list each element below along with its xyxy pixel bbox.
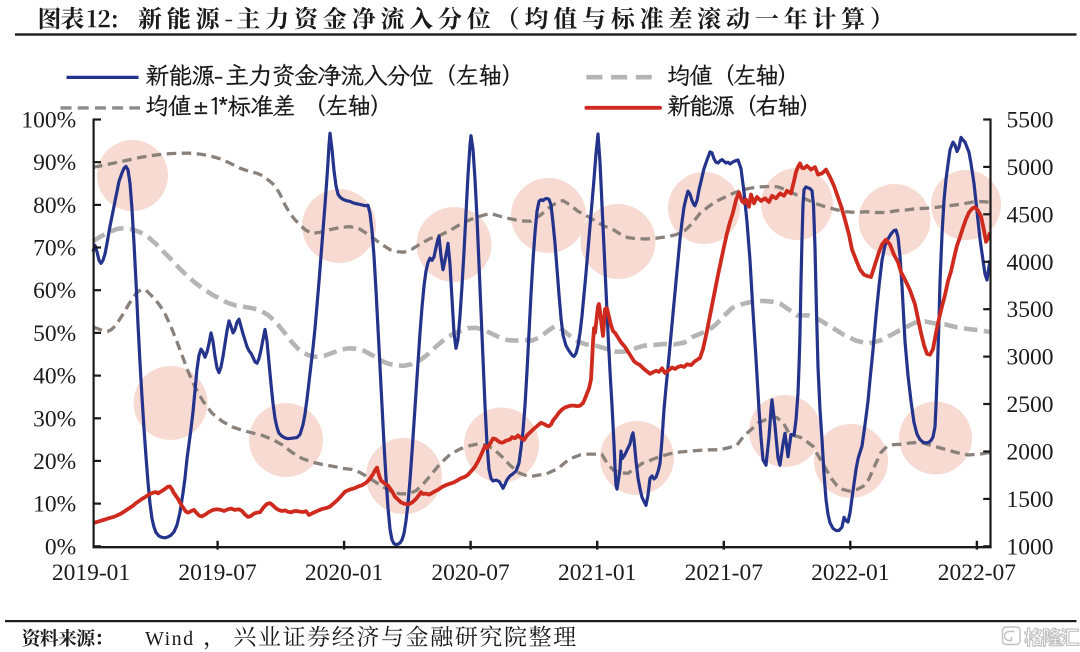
svg-text:0%: 0% (45, 534, 76, 560)
svg-text:3500: 3500 (1007, 297, 1054, 323)
svg-text:Wind: Wind (145, 628, 195, 650)
svg-text:70%: 70% (33, 236, 76, 262)
svg-text:4000: 4000 (1007, 250, 1054, 276)
svg-text:2020-01: 2020-01 (305, 560, 383, 586)
svg-text:5500: 5500 (1007, 108, 1054, 134)
svg-text:1000: 1000 (1007, 534, 1054, 560)
svg-text:2022-07: 2022-07 (938, 560, 1017, 586)
svg-text:20%: 20% (33, 449, 76, 475)
svg-text:10%: 10% (33, 492, 76, 518)
svg-text:2019-01: 2019-01 (52, 560, 130, 586)
svg-text:5000: 5000 (1007, 155, 1054, 181)
svg-text:100%: 100% (21, 108, 76, 134)
svg-text:2500: 2500 (1007, 392, 1054, 418)
svg-text:30%: 30% (33, 406, 76, 432)
svg-text:80%: 80% (33, 193, 76, 219)
svg-text:2019-07: 2019-07 (178, 560, 257, 586)
svg-text:50%: 50% (33, 321, 76, 347)
svg-text:60%: 60% (33, 278, 76, 304)
svg-text:2020-07: 2020-07 (431, 560, 510, 586)
svg-text:2022-01: 2022-01 (811, 560, 889, 586)
svg-text:4500: 4500 (1007, 202, 1054, 228)
svg-text:1500: 1500 (1007, 487, 1054, 513)
svg-text:40%: 40% (33, 364, 76, 390)
svg-text:2021-07: 2021-07 (685, 560, 764, 586)
svg-text:90%: 90% (33, 150, 76, 176)
svg-text:2021-01: 2021-01 (558, 560, 636, 586)
svg-text:2000: 2000 (1007, 440, 1054, 466)
svg-text:3000: 3000 (1007, 345, 1054, 371)
